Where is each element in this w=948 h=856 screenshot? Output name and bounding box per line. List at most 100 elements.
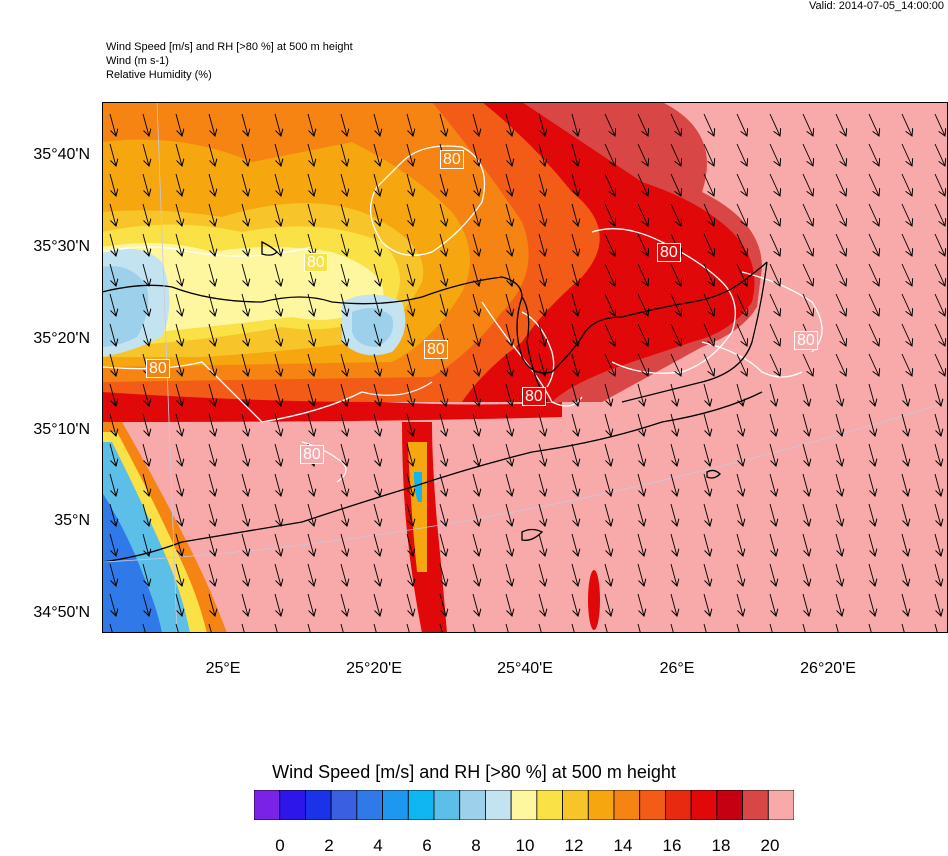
wind-arrow — [901, 293, 912, 316]
wind-arrow — [835, 203, 846, 226]
wind-arrow — [703, 173, 714, 196]
wind-arrow — [373, 323, 380, 346]
wind-arrow — [571, 443, 578, 466]
wind-arrow — [736, 233, 747, 256]
wind-arrow — [604, 473, 611, 496]
contour-label: 80 — [440, 150, 464, 169]
wind-arrow — [241, 413, 248, 436]
wind-arrow — [769, 113, 780, 136]
wind-arrow — [934, 173, 945, 196]
wind-arrow — [109, 293, 116, 316]
wind-arrow — [241, 383, 248, 406]
wind-arrow — [901, 533, 908, 556]
colorbar-swatch — [510, 790, 538, 820]
wind-arrow — [637, 413, 644, 436]
wind-arrow — [142, 323, 149, 346]
wind-arrow — [901, 203, 912, 226]
plot-titles: Wind Speed [m/s] and RH [>80 %] at 500 m… — [106, 40, 353, 82]
wind-arrow — [802, 113, 813, 136]
wind-arrow — [802, 563, 809, 586]
colorbar-swatch — [254, 790, 281, 820]
wind-arrow — [802, 593, 809, 616]
wind-arrow — [373, 533, 380, 556]
wind-arrow — [736, 143, 747, 166]
wind-arrow — [340, 323, 347, 346]
wind-arrow — [802, 413, 809, 436]
wind-arrow — [274, 473, 281, 496]
wind-arrow — [802, 173, 813, 196]
wind-arrow — [142, 233, 149, 256]
wind-arrow — [571, 353, 578, 376]
wind-arrow — [736, 203, 747, 226]
wind-arrow — [901, 443, 908, 466]
wind-arrow — [868, 203, 879, 226]
wind-arrow — [571, 143, 578, 166]
wind-arrow — [505, 443, 512, 466]
wind-arrow — [406, 233, 413, 256]
wind-arrow — [538, 293, 545, 316]
wind-arrow — [109, 203, 116, 226]
wind-arrow — [868, 173, 879, 196]
wind-arrow — [538, 533, 545, 556]
wind-arrow — [505, 563, 512, 586]
wind-arrow — [736, 443, 743, 466]
wind-arrow — [505, 533, 512, 556]
title-line-3: Relative Humidity (%) — [106, 69, 212, 81]
colorbar-swatch — [639, 790, 666, 820]
wind-arrow — [274, 593, 281, 616]
wind-arrow — [472, 383, 479, 406]
wind-arrow — [604, 173, 615, 196]
wind-arrow — [670, 113, 681, 136]
wind-arrow — [406, 263, 413, 286]
wind-arrow — [373, 263, 380, 286]
wind-arrow — [109, 473, 116, 496]
wind-arrow — [241, 173, 248, 196]
wind-arrow — [637, 623, 641, 633]
wind-arrow — [736, 353, 747, 376]
wind-arrow — [769, 413, 776, 436]
title-line-2: Wind (m s-1) — [106, 55, 169, 67]
wind-arrow — [505, 173, 512, 196]
lat-label-34-50: 34°50'N — [33, 604, 90, 621]
wind-arrow — [571, 503, 578, 526]
wind-arrow — [637, 383, 644, 406]
wind-arrow — [109, 173, 116, 196]
wind-arrow — [934, 563, 941, 586]
wind-arrow — [472, 623, 476, 633]
wind-arrow — [142, 413, 149, 436]
wind-arrow — [703, 503, 710, 526]
wind-arrow — [769, 503, 776, 526]
wind-arrow — [835, 533, 842, 556]
wind-arrow — [472, 563, 479, 586]
wind-arrow — [604, 503, 611, 526]
wind-arrow — [637, 443, 644, 466]
wind-arrow — [736, 503, 743, 526]
wind-arrow — [472, 353, 479, 376]
wind-arrow — [505, 203, 512, 226]
wind-arrow — [472, 443, 479, 466]
lon-label-26-20: 26°20'E — [800, 660, 856, 677]
wind-arrow — [208, 293, 215, 316]
wind-arrow — [175, 443, 182, 466]
wind-arrow — [571, 413, 578, 436]
wind-arrow — [307, 353, 314, 376]
wind-arrow — [439, 623, 443, 633]
wind-arrow — [241, 443, 248, 466]
wind-arrow — [868, 473, 875, 496]
wind-arrow — [142, 203, 149, 226]
wind-arrow — [406, 143, 413, 166]
colorbar-swatch — [536, 790, 563, 820]
wind-arrow — [703, 413, 710, 436]
wind-arrow — [868, 413, 875, 436]
wind-arrow — [736, 533, 743, 556]
wind-arrow — [901, 383, 908, 406]
wind-arrow — [637, 203, 648, 226]
wind-arrow — [208, 473, 215, 496]
wind-arrow — [208, 593, 215, 616]
wind-arrow — [934, 383, 941, 406]
wind-arrow — [142, 623, 146, 633]
wind-arrow — [703, 143, 714, 166]
wind-arrow — [901, 173, 912, 196]
wind-arrow — [142, 593, 149, 616]
wind-arrow — [241, 533, 248, 556]
